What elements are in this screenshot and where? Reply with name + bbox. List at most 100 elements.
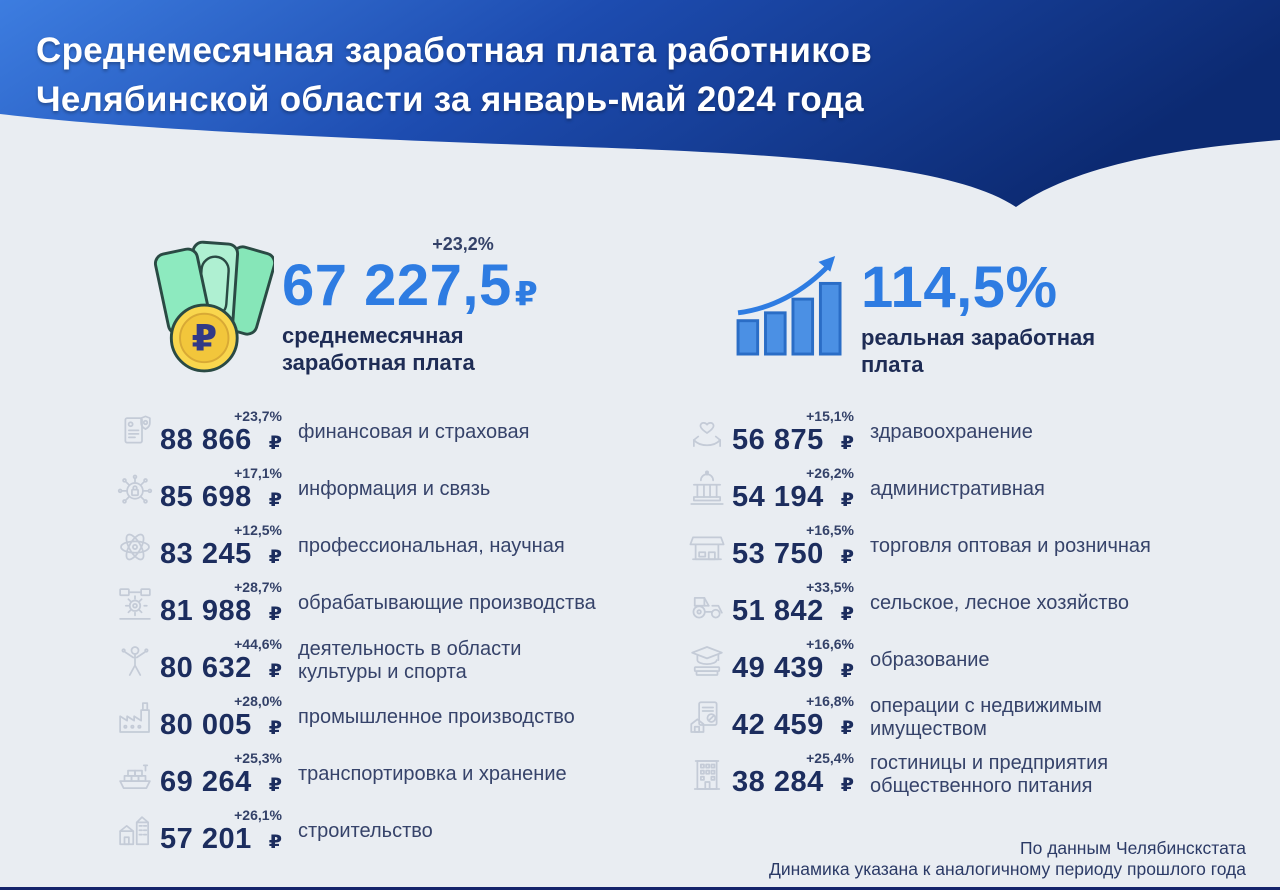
industry-salary: 42 459 — [732, 709, 824, 741]
industry-salary-line: 56 875 ₽ — [732, 424, 854, 457]
industry-label: обрабатывающие производства — [298, 592, 596, 614]
industry-value-block: +33,5% 51 842 ₽ — [732, 579, 854, 628]
footer-source: По данным Челябинскстата Динамика указан… — [769, 838, 1246, 880]
industry-salary: 69 264 — [160, 766, 252, 798]
education-books-icon — [684, 639, 730, 683]
industry-label: операции с недвижимым имуществом — [870, 694, 1102, 740]
industry-change: +26,1% — [234, 807, 282, 823]
industry-salary: 80 005 — [160, 709, 252, 741]
industry-value-block: +16,8% 42 459 ₽ — [732, 693, 854, 742]
growth-chart-icon — [735, 254, 847, 356]
industry-salary: 53 750 — [732, 538, 824, 570]
industry-change: +15,1% — [806, 408, 854, 424]
industry-label: административная — [870, 478, 1045, 500]
industry-label: здравоохранение — [870, 421, 1033, 443]
industry-row: +44,6% 80 632 ₽ деятельность в области к… — [112, 636, 684, 685]
science-atom-icon — [112, 525, 158, 569]
hero-salary-value: 67 227,5 — [282, 253, 512, 318]
ruble-sign: ₽ — [268, 604, 282, 625]
industry-salary: 81 988 — [160, 595, 252, 627]
industry-value-block: +16,5% 53 750 ₽ — [732, 522, 854, 571]
industry-label: сельское, лесное хозяйство — [870, 592, 1130, 614]
ruble-sign: ₽ — [268, 718, 282, 739]
industry-change: +28,7% — [234, 579, 282, 595]
industry-label: деятельность в области культуры и спорта — [298, 637, 522, 683]
industry-factory-icon — [112, 696, 158, 740]
industry-row: +25,4% 38 284 ₽ гостиницы и предприятия … — [684, 750, 1244, 799]
ruble-sign: ₽ — [268, 775, 282, 796]
footer-source-line2: Динамика указана к аналогичному периоду … — [768, 859, 1246, 879]
industry-change: +23,7% — [234, 408, 282, 424]
industry-change: +44,6% — [234, 636, 282, 652]
administration-building-icon — [684, 468, 730, 512]
industry-value-block: +26,2% 54 194 ₽ — [732, 465, 854, 514]
hero-real-wage-value-line: 114,5% — [861, 258, 1095, 317]
header-banner: Среднемесячная заработная плата работник… — [0, 0, 1280, 215]
industry-change: +25,4% — [806, 750, 854, 766]
hero-salary-value-line: 67 227,5₽ — [282, 256, 538, 315]
ruble-sign: ₽ — [840, 775, 854, 796]
industry-salary: 83 245 — [160, 538, 252, 570]
svg-text:₽: ₽ — [191, 318, 217, 359]
page-title-line2: Челябинской области за январь-май 2024 г… — [36, 80, 864, 119]
industry-change: +17,1% — [234, 465, 282, 481]
hero-real-wage: 114,5% реальная заработная плата — [735, 240, 1095, 378]
money-ruble-icon: ₽ — [150, 234, 277, 378]
hero-average-salary: ₽ +23,2% 67 227,5₽ среднемесячная зарабо… — [150, 234, 538, 378]
industry-change: +26,2% — [806, 465, 854, 481]
ruble-sign: ₽ — [840, 661, 854, 682]
ruble-sign: ₽ — [268, 832, 282, 853]
industry-label: гостиницы и предприятия общественного пи… — [870, 751, 1109, 797]
industry-salary-line: 81 988 ₽ — [160, 595, 282, 628]
industry-salary-line: 85 698 ₽ — [160, 481, 282, 514]
realty-house-document-icon — [684, 696, 730, 740]
industry-value-block: +28,0% 80 005 ₽ — [160, 693, 282, 742]
bottom-accent-bar — [0, 887, 1280, 890]
industry-value-block: +15,1% 56 875 ₽ — [732, 408, 854, 457]
industry-salary: 51 842 — [732, 595, 824, 627]
industry-row: +23,7% 88 866 ₽ финансовая и страховая — [112, 408, 684, 457]
industry-row: +26,2% 54 194 ₽ административная — [684, 465, 1244, 514]
industry-salary: 57 201 — [160, 823, 252, 855]
industry-column-right: +15,1% 56 875 ₽ здравоохранение +26,2% 5… — [684, 408, 1244, 864]
industry-value-block: +23,7% 88 866 ₽ — [160, 408, 282, 457]
industry-salary: 56 875 — [732, 424, 824, 456]
industry-salary-line: 88 866 ₽ — [160, 424, 282, 457]
industry-row: +28,7% 81 988 ₽ обрабатывающие производс… — [112, 579, 684, 628]
header-banner-shape — [0, 0, 1280, 207]
industry-label: строительство — [298, 820, 433, 842]
industry-salary-line: 38 284 ₽ — [732, 766, 854, 799]
ruble-sign: ₽ — [268, 433, 282, 454]
industry-label: профессиональная, научная — [298, 535, 565, 557]
industry-label: финансовая и страховая — [298, 421, 530, 443]
ruble-sign: ₽ — [268, 661, 282, 682]
hero-real-wage-text: 114,5% реальная заработная плата — [861, 258, 1095, 378]
info-network-icon — [112, 468, 158, 512]
industry-salary-line: 42 459 ₽ — [732, 709, 854, 742]
culture-sport-person-icon — [112, 639, 158, 683]
ruble-sign: ₽ — [268, 547, 282, 568]
industry-label: образование — [870, 649, 990, 671]
hero-real-wage-label: реальная заработная плата — [861, 325, 1096, 378]
industry-row: +25,3% 69 264 ₽ транспортировка и хранен… — [112, 750, 684, 799]
ruble-sign: ₽ — [840, 490, 854, 511]
industry-change: +12,5% — [234, 522, 282, 538]
industry-row: +28,0% 80 005 ₽ промышленное производств… — [112, 693, 684, 742]
industry-value-block: +17,1% 85 698 ₽ — [160, 465, 282, 514]
industry-salary-line: 54 194 ₽ — [732, 481, 854, 514]
ruble-sign: ₽ — [840, 547, 854, 568]
industry-change: +16,8% — [806, 693, 854, 709]
industry-row: +15,1% 56 875 ₽ здравоохранение — [684, 408, 1244, 457]
ruble-sign: ₽ — [840, 718, 854, 739]
ruble-sign: ₽ — [268, 490, 282, 511]
industry-row: +26,1% 57 201 ₽ строительство — [112, 807, 684, 856]
hero-average-salary-text: +23,2% 67 227,5₽ среднемесячная заработн… — [282, 234, 538, 378]
hero-salary-label: среднемесячная заработная плата — [282, 323, 475, 376]
industry-salary: 88 866 — [160, 424, 252, 456]
industry-label: промышленное производство — [298, 706, 575, 728]
industry-value-block: +26,1% 57 201 ₽ — [160, 807, 282, 856]
trade-store-icon — [684, 525, 730, 569]
industry-label: торговля оптовая и розничная — [870, 535, 1151, 557]
industry-salary: 54 194 — [732, 481, 824, 513]
industry-row: +16,5% 53 750 ₽ торговля оптовая и розни… — [684, 522, 1244, 571]
